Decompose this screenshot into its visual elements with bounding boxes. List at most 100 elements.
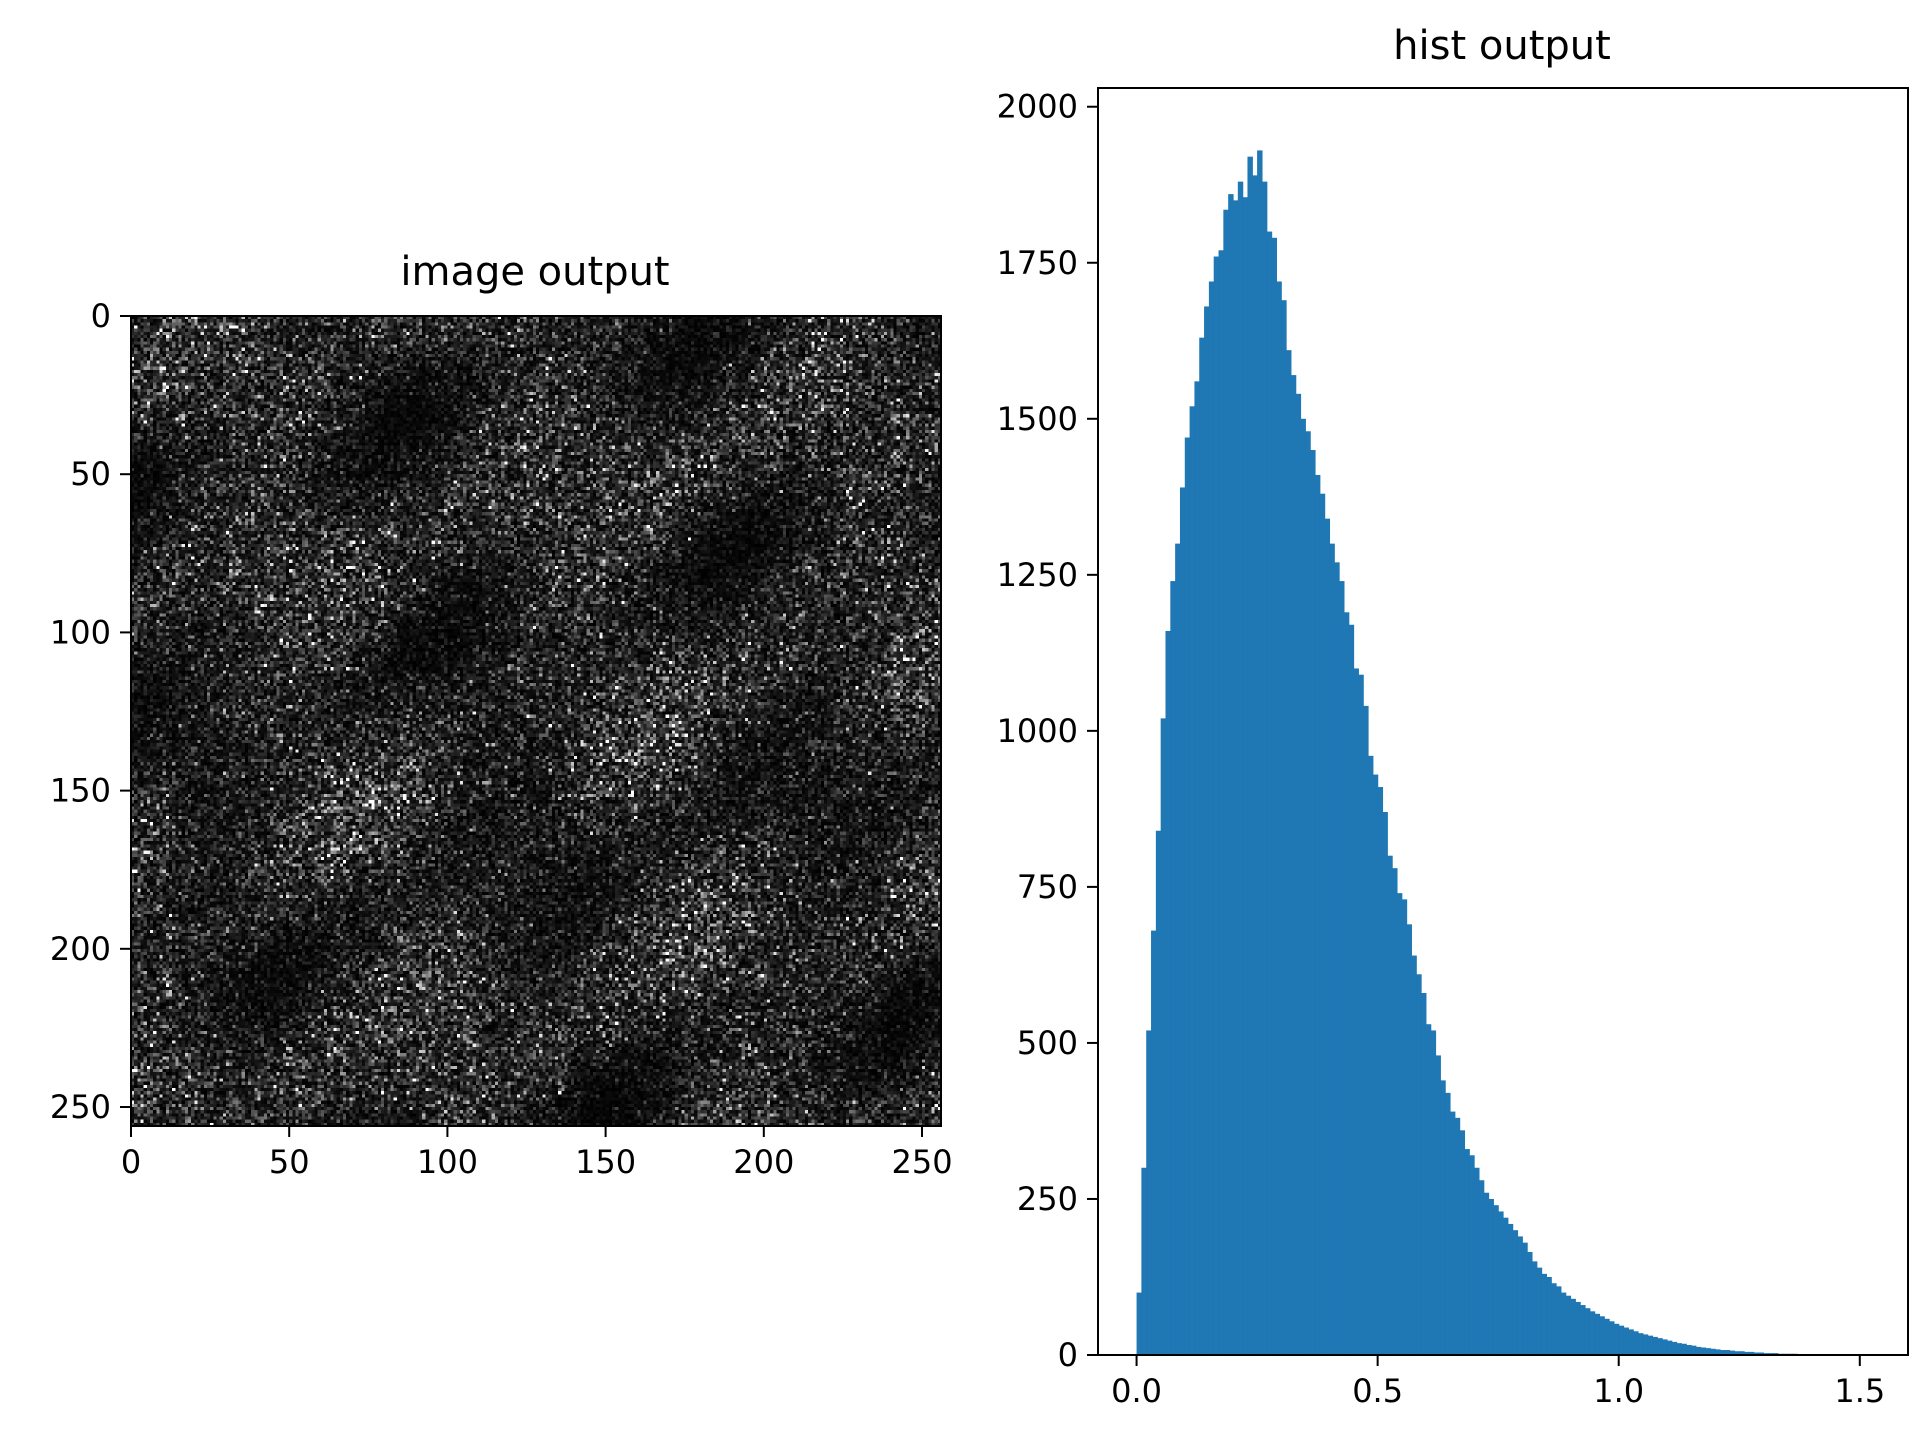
histogram-bar [1286, 350, 1292, 1355]
histogram-y-tick-label: 1000 [997, 712, 1078, 750]
histogram-bar [1401, 899, 1408, 1355]
histogram-bar [1242, 197, 1249, 1356]
histogram-bar [1136, 1292, 1142, 1355]
histogram-bar [1310, 450, 1316, 1355]
histogram-bar [1160, 718, 1167, 1355]
histogram-bar [1411, 955, 1417, 1355]
image-y-tick-label: 50 [70, 455, 111, 493]
histogram-bar [1488, 1198, 1494, 1355]
histogram-y-axis: 0 250 500 750 1000 1250 1500 1750 2000 [997, 88, 1098, 1374]
histogram-bar [1517, 1236, 1523, 1355]
histogram-bar [1700, 1347, 1707, 1355]
histogram-bar [1498, 1211, 1504, 1355]
histogram-bar [1507, 1223, 1514, 1355]
histogram-y-tick-label: 1250 [997, 556, 1078, 594]
histogram-bar [1628, 1329, 1634, 1355]
histogram-frame [1097, 87, 1909, 1356]
histogram-bar [1247, 156, 1253, 1356]
histogram-bar [1729, 1350, 1736, 1355]
histogram-bar [1392, 868, 1398, 1355]
histogram-bar [1218, 250, 1224, 1355]
histogram-bar [1339, 581, 1345, 1355]
histogram-bar [1527, 1252, 1533, 1355]
histogram-bar [1613, 1323, 1620, 1355]
image-frame [130, 315, 942, 1127]
histogram-bar [1228, 194, 1234, 1355]
histogram-bar [1671, 1341, 1678, 1355]
histogram-bar [1657, 1338, 1663, 1355]
histogram-bar [1541, 1273, 1547, 1355]
histogram-bar [1734, 1351, 1740, 1355]
histogram-bar [1642, 1334, 1649, 1355]
image-x-tick-label: 200 [733, 1143, 794, 1181]
histogram-x-tick-label: 1.5 [1834, 1372, 1885, 1410]
histogram-bar [1753, 1352, 1760, 1355]
histogram-bar [1705, 1348, 1711, 1355]
histogram-bar [1155, 830, 1162, 1355]
image-y-tick-label: 100 [50, 613, 111, 651]
histogram-bar [1522, 1242, 1528, 1355]
histogram-bar [1382, 812, 1388, 1355]
histogram-x-tick-label: 0.5 [1352, 1372, 1403, 1410]
histogram-bar [1151, 930, 1157, 1355]
histogram-bar [1459, 1130, 1466, 1355]
histogram-bar [1358, 674, 1364, 1355]
histogram-bar [1406, 924, 1412, 1355]
histogram-y-tick-label: 750 [1017, 868, 1078, 906]
image-x-tick-label: 250 [891, 1143, 952, 1181]
histogram-bar [1551, 1283, 1557, 1355]
noise-image [131, 316, 941, 1126]
histogram-bar [1454, 1117, 1461, 1355]
histogram-bar [1570, 1298, 1576, 1355]
histogram-bar [1560, 1292, 1567, 1355]
histogram-x-tick-label: 1.0 [1593, 1372, 1644, 1410]
histogram-bar [1719, 1350, 1726, 1355]
histogram-bar [1252, 175, 1258, 1356]
histogram-bar [1300, 418, 1306, 1355]
histogram-bar [1531, 1261, 1538, 1355]
histogram-bar [1565, 1295, 1572, 1355]
histogram-bar [1165, 631, 1171, 1355]
histogram-bar [1257, 150, 1263, 1355]
histogram-bar [1580, 1305, 1586, 1355]
histogram-y-tick-label: 500 [1017, 1024, 1078, 1062]
histogram-y-tick-label: 0 [1058, 1336, 1078, 1374]
histogram-bar [1618, 1325, 1625, 1355]
histogram-bar [1503, 1217, 1509, 1355]
histogram-y-tick-label: 2000 [997, 88, 1078, 126]
histogram-y-tick-label: 250 [1017, 1180, 1078, 1218]
image-y-tick-label: 250 [50, 1088, 111, 1126]
histogram-bar [1652, 1336, 1658, 1355]
image-x-tick-label: 150 [575, 1143, 636, 1181]
image-y-axis: 0 50 100 150 200 250 [50, 297, 131, 1126]
histogram-bar [1348, 624, 1355, 1355]
histogram-bar [1676, 1343, 1682, 1355]
histogram-bar [1421, 993, 1427, 1355]
histogram-bar [1739, 1351, 1745, 1355]
histogram-bar [1189, 406, 1196, 1356]
histogram-bar [1334, 562, 1340, 1355]
histogram-bar [1425, 1024, 1432, 1355]
histogram-bar [1204, 306, 1210, 1356]
histogram-bar [1623, 1327, 1629, 1355]
histogram-bar [1758, 1352, 1764, 1355]
histogram-bar [1276, 281, 1282, 1355]
histogram-bar [1319, 493, 1326, 1355]
histogram-bar [1396, 893, 1403, 1355]
histogram-bar [1666, 1340, 1673, 1355]
histogram-bar [1536, 1267, 1543, 1355]
histogram-bar [1184, 437, 1191, 1356]
histogram-x-axis: 0.0 0.5 1.0 1.5 [1111, 1355, 1885, 1410]
image-y-tick-label: 200 [50, 930, 111, 968]
histogram-bar [1589, 1311, 1596, 1355]
image-y-tick-label: 0 [91, 297, 111, 335]
histogram-panel: hist output 0.0 0.5 1.0 1.5 0 250 500 750 1000 1… [997, 23, 1909, 1410]
histogram-bar [1179, 487, 1186, 1356]
image-y-tick-label: 150 [50, 772, 111, 810]
histogram-bar [1223, 209, 1229, 1355]
histogram-bar [1430, 1030, 1437, 1355]
histogram-bar [1647, 1335, 1654, 1355]
histogram-bar [1584, 1308, 1591, 1355]
histogram-bar [1594, 1313, 1601, 1355]
